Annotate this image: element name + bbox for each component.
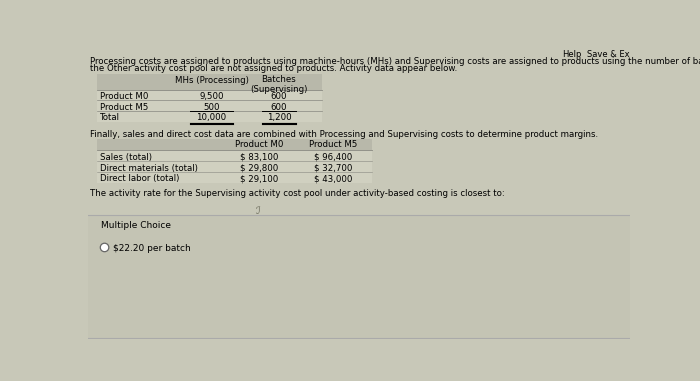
FancyBboxPatch shape xyxy=(97,150,372,183)
Text: Finally, sales and direct cost data are combined with Processing and Supervising: Finally, sales and direct cost data are … xyxy=(90,130,598,139)
Text: $ 29,800: $ 29,800 xyxy=(240,163,279,173)
Text: Product M0: Product M0 xyxy=(235,141,284,149)
Text: 500: 500 xyxy=(203,103,220,112)
Text: Product M5: Product M5 xyxy=(309,141,358,149)
Text: Multiple Choice: Multiple Choice xyxy=(102,221,172,229)
Text: Batches
(Supervising): Batches (Supervising) xyxy=(250,75,307,94)
Text: $ 83,100: $ 83,100 xyxy=(240,153,279,162)
Text: Total: Total xyxy=(100,114,120,122)
Text: 10,000: 10,000 xyxy=(197,114,227,122)
Text: the Other activity cost pool are not assigned to products. Activity data appear : the Other activity cost pool are not ass… xyxy=(90,64,457,73)
Text: 600: 600 xyxy=(271,103,287,112)
Text: $ 96,400: $ 96,400 xyxy=(314,153,352,162)
Text: $22.20 per batch: $22.20 per batch xyxy=(113,244,191,253)
Text: Processing costs are assigned to products using machine-hours (MHs) and Supervis: Processing costs are assigned to product… xyxy=(90,56,700,66)
Text: The activity rate for the Supervising activity cost pool under activity-based co: The activity rate for the Supervising ac… xyxy=(90,189,505,198)
Text: ℐ: ℐ xyxy=(256,206,260,216)
Text: Direct labor (total): Direct labor (total) xyxy=(100,174,179,183)
Text: Product M5: Product M5 xyxy=(100,103,148,112)
Text: Help: Help xyxy=(562,50,581,59)
FancyBboxPatch shape xyxy=(97,74,321,90)
Text: 600: 600 xyxy=(271,92,287,101)
Circle shape xyxy=(100,243,108,252)
Text: 1,200: 1,200 xyxy=(267,114,291,122)
Text: MHs (Processing): MHs (Processing) xyxy=(174,76,248,85)
Text: Product M0: Product M0 xyxy=(100,92,148,101)
Text: $ 32,700: $ 32,700 xyxy=(314,163,352,173)
Text: $ 29,100: $ 29,100 xyxy=(240,174,279,183)
Text: Save & Ex: Save & Ex xyxy=(587,50,630,59)
Text: $ 43,000: $ 43,000 xyxy=(314,174,352,183)
FancyBboxPatch shape xyxy=(97,90,321,122)
FancyBboxPatch shape xyxy=(97,139,372,150)
Text: 9,500: 9,500 xyxy=(199,92,224,101)
Text: Direct materials (total): Direct materials (total) xyxy=(100,163,198,173)
Text: Sales (total): Sales (total) xyxy=(100,153,152,162)
FancyBboxPatch shape xyxy=(88,215,630,339)
